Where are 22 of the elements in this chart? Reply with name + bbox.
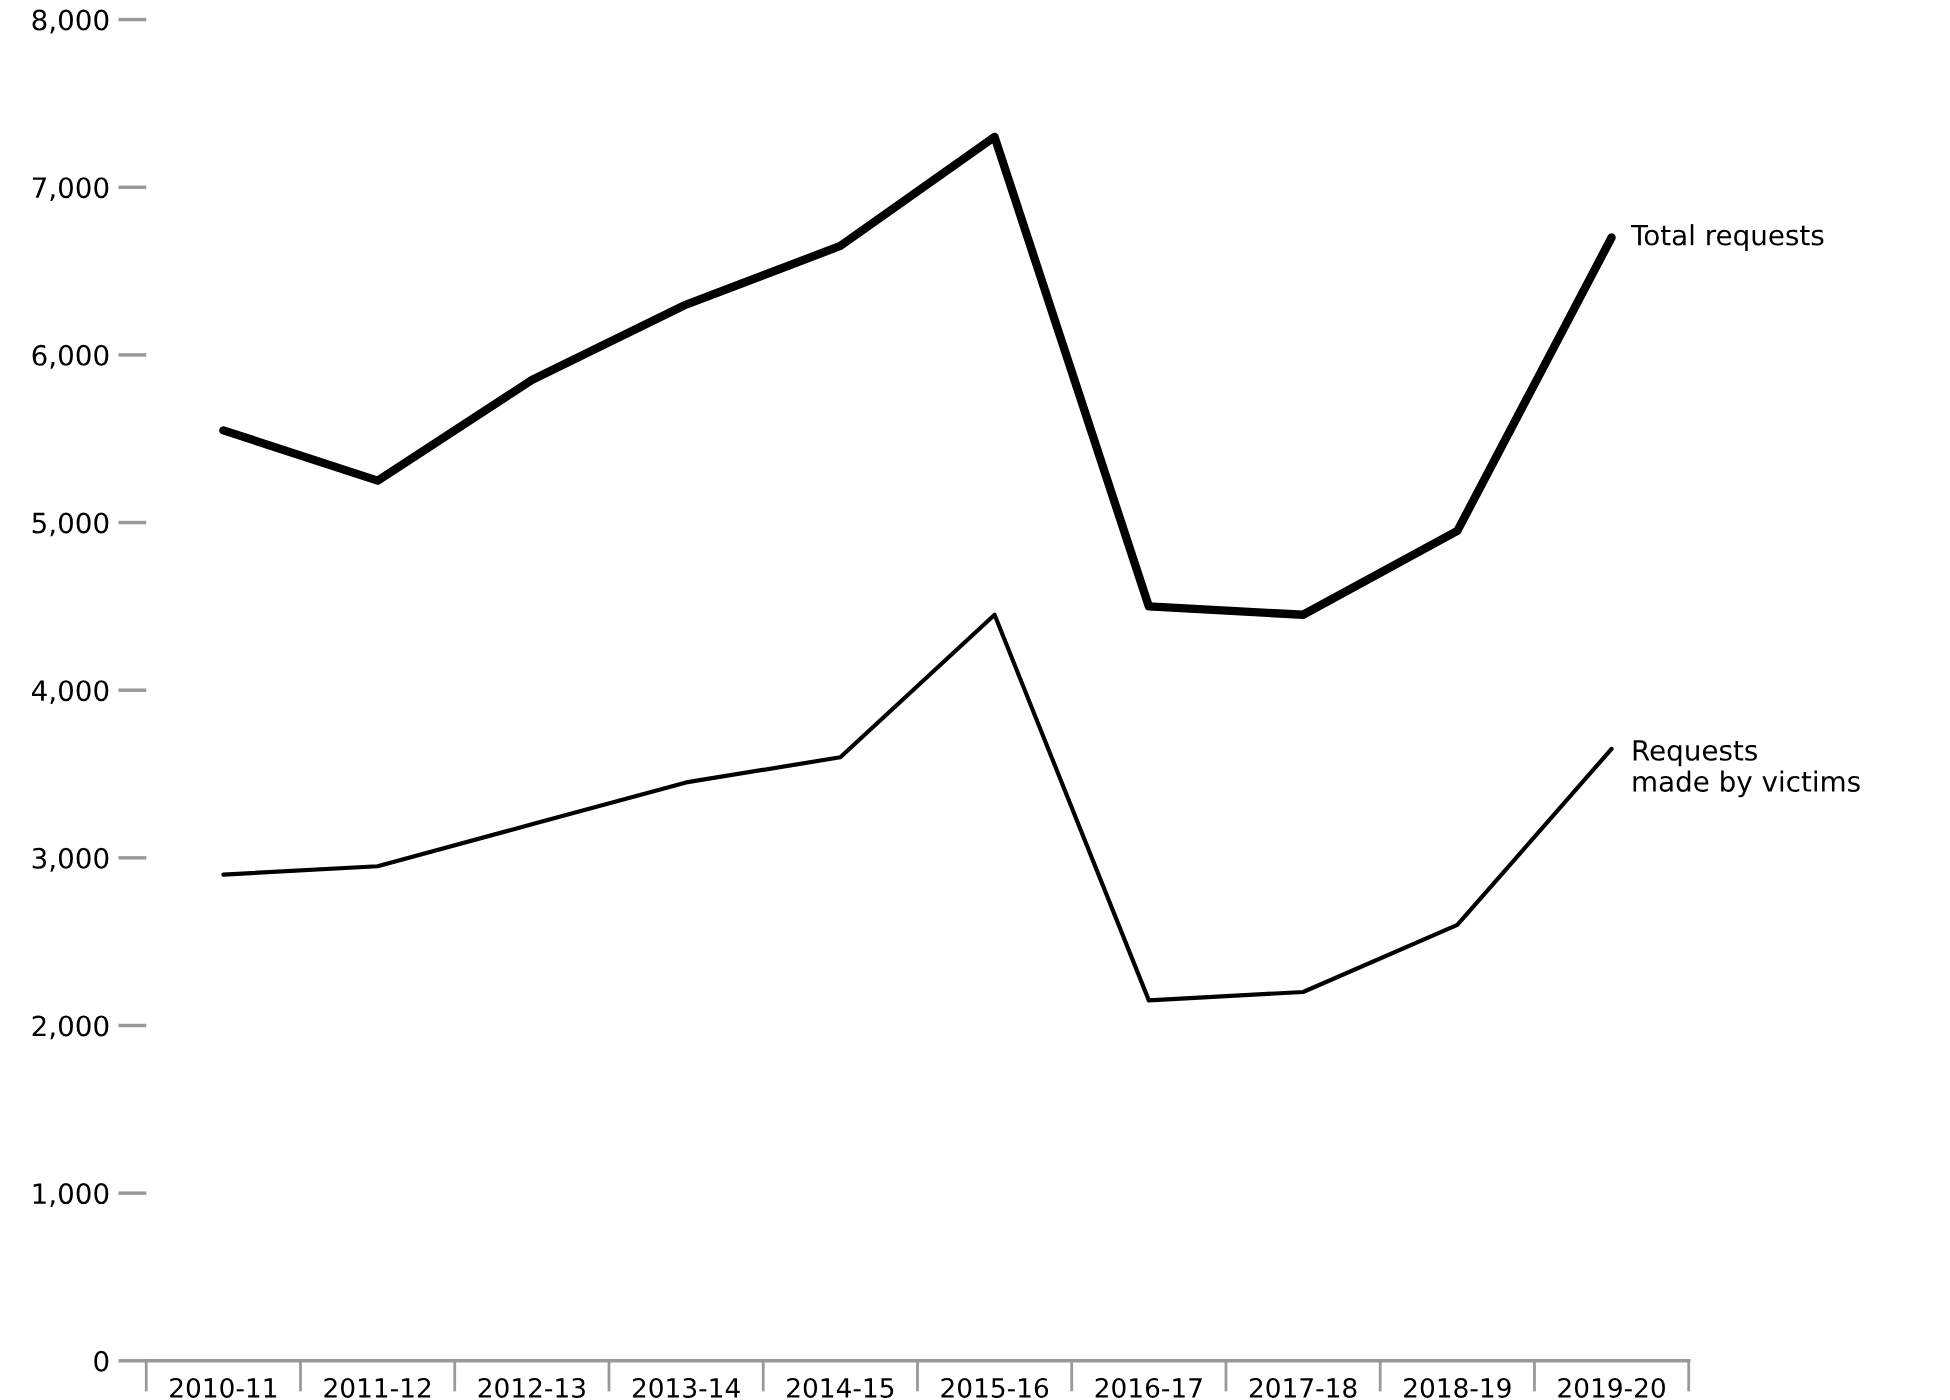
y-tick-label: 1,000 — [33, 1183, 109, 1207]
x-tick-label: 2016-17 — [1095, 1377, 1202, 1398]
y-tick-label: 7,000 — [32, 177, 109, 202]
x-tick-label: 2015-16 — [941, 1377, 1049, 1398]
y-tick-label: 6,000 — [32, 344, 109, 369]
y-tick-label: 2,000 — [32, 1015, 109, 1040]
x-tick-label: 2014-15 — [787, 1377, 894, 1398]
x-tick-label: 2010-11 — [170, 1377, 277, 1398]
line-series — [221, 612, 1614, 1003]
y-tick-label: 0 — [94, 1350, 109, 1372]
y-tick-label: 4,000 — [31, 680, 109, 704]
x-tick-label: 2017-18 — [1249, 1377, 1357, 1398]
series-label: Requests made by victims — [1633, 740, 1860, 798]
x-tick-label: 2013-14 — [632, 1377, 740, 1398]
x-tick-label: 2019-20 — [1558, 1377, 1665, 1398]
x-tick-label: 2018-19 — [1404, 1377, 1511, 1398]
x-tick-label: 2011-12 — [324, 1377, 431, 1398]
series-label: Total requests — [1630, 224, 1824, 251]
y-tick-label: 8,000 — [32, 9, 109, 34]
x-tick-label: 2012-13 — [478, 1377, 585, 1398]
y-tick-label: 5,000 — [32, 512, 109, 537]
y-tick-label: 3,000 — [32, 847, 109, 872]
